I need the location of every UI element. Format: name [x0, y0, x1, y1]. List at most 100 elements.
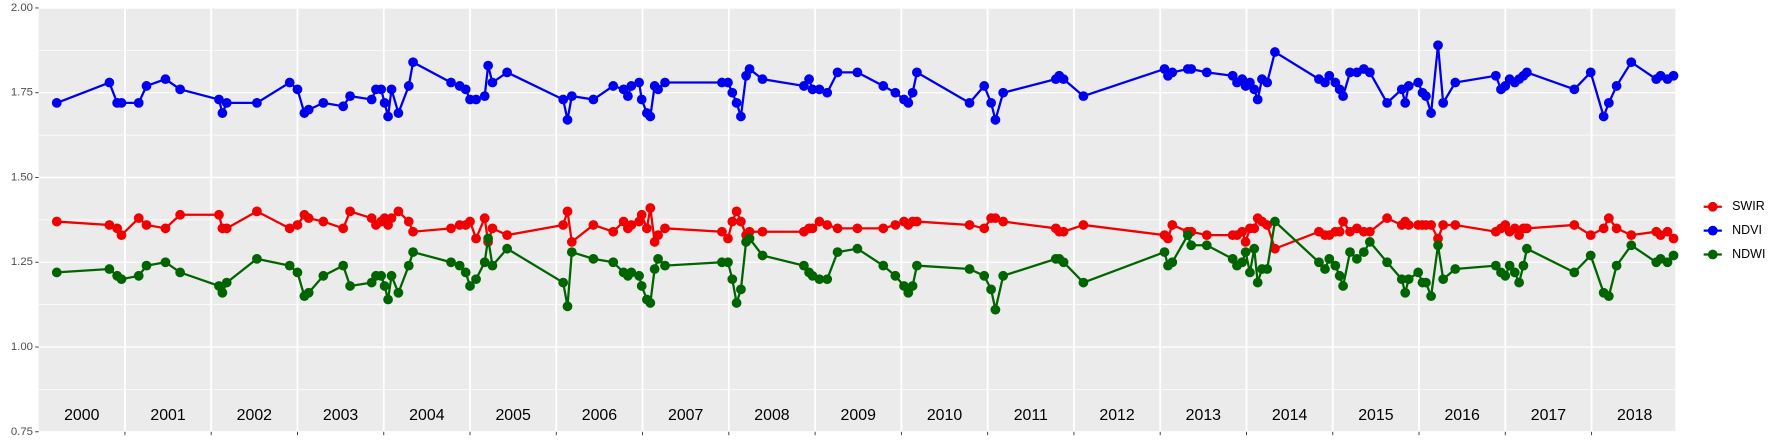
point	[562, 206, 573, 217]
point	[1382, 98, 1392, 108]
point	[757, 226, 768, 237]
point	[744, 233, 755, 244]
point	[814, 84, 825, 95]
point	[608, 226, 619, 237]
point	[345, 91, 355, 101]
point	[1426, 291, 1436, 302]
point	[1450, 264, 1461, 274]
point	[116, 274, 127, 285]
point	[1364, 226, 1375, 237]
point	[1186, 240, 1197, 251]
point	[1270, 216, 1280, 227]
point	[558, 220, 569, 230]
point	[1490, 70, 1501, 81]
point	[562, 301, 573, 312]
point	[479, 91, 490, 101]
point	[502, 230, 512, 241]
point	[979, 81, 990, 91]
point	[903, 98, 914, 108]
point	[1514, 277, 1524, 288]
point	[104, 264, 115, 274]
point	[990, 304, 1001, 315]
point	[588, 220, 599, 230]
year-label: 2012	[1099, 407, 1135, 424]
point	[1237, 257, 1248, 268]
point	[1521, 243, 1532, 254]
point	[303, 287, 314, 298]
point	[252, 98, 262, 108]
point	[645, 298, 656, 308]
point	[912, 67, 922, 78]
point	[1603, 213, 1614, 224]
point	[1400, 287, 1411, 298]
point	[393, 206, 404, 217]
point	[1603, 291, 1614, 302]
year-label: 2000	[64, 407, 100, 424]
point	[487, 77, 498, 88]
point	[1252, 277, 1263, 288]
point	[636, 209, 647, 220]
point	[1270, 47, 1280, 57]
year-label: 2011	[1014, 407, 1048, 424]
point	[221, 277, 232, 288]
point	[986, 98, 996, 108]
point	[814, 216, 825, 227]
point	[804, 74, 814, 85]
year-label: 2002	[237, 407, 273, 424]
point	[383, 294, 393, 305]
point	[1403, 220, 1414, 230]
point	[998, 216, 1009, 227]
point	[1338, 91, 1348, 101]
point	[338, 223, 349, 234]
point	[636, 94, 647, 105]
point	[1433, 233, 1443, 244]
point	[252, 206, 262, 217]
point	[1167, 257, 1178, 268]
point	[736, 111, 746, 122]
point	[1521, 67, 1532, 78]
point	[1201, 230, 1212, 241]
point	[133, 270, 144, 281]
point	[345, 281, 355, 291]
legend-point	[1707, 201, 1718, 212]
point	[727, 274, 738, 285]
point	[1598, 223, 1609, 234]
point	[376, 270, 387, 281]
point	[723, 257, 733, 268]
year-label: 2005	[495, 407, 531, 424]
year-label: 2001	[150, 407, 186, 424]
point	[653, 230, 663, 241]
point	[1163, 233, 1173, 244]
year-label: 2015	[1358, 407, 1394, 424]
point	[1078, 91, 1089, 101]
point	[403, 260, 414, 271]
point	[723, 77, 733, 88]
point	[964, 220, 975, 230]
point	[878, 81, 889, 91]
point	[1186, 64, 1197, 74]
year-label: 2009	[841, 407, 877, 424]
point	[1262, 77, 1273, 88]
point	[852, 223, 863, 234]
legend-label: NDWI	[1732, 247, 1765, 261]
y-tick-label: 1.75	[11, 87, 33, 99]
point	[1364, 67, 1375, 78]
point	[1182, 230, 1193, 241]
point	[832, 67, 843, 78]
point	[1413, 267, 1424, 278]
point	[998, 270, 1009, 281]
point	[1201, 67, 1212, 78]
y-tick-label: 0.75	[11, 426, 33, 438]
point	[1270, 243, 1280, 254]
point	[912, 260, 922, 271]
year-label: 2004	[409, 407, 445, 424]
point	[636, 281, 647, 291]
point	[1569, 267, 1580, 278]
point	[1338, 281, 1348, 291]
point	[1400, 98, 1411, 108]
point	[386, 213, 397, 224]
point	[727, 216, 738, 227]
point	[731, 206, 742, 217]
point	[141, 220, 152, 230]
